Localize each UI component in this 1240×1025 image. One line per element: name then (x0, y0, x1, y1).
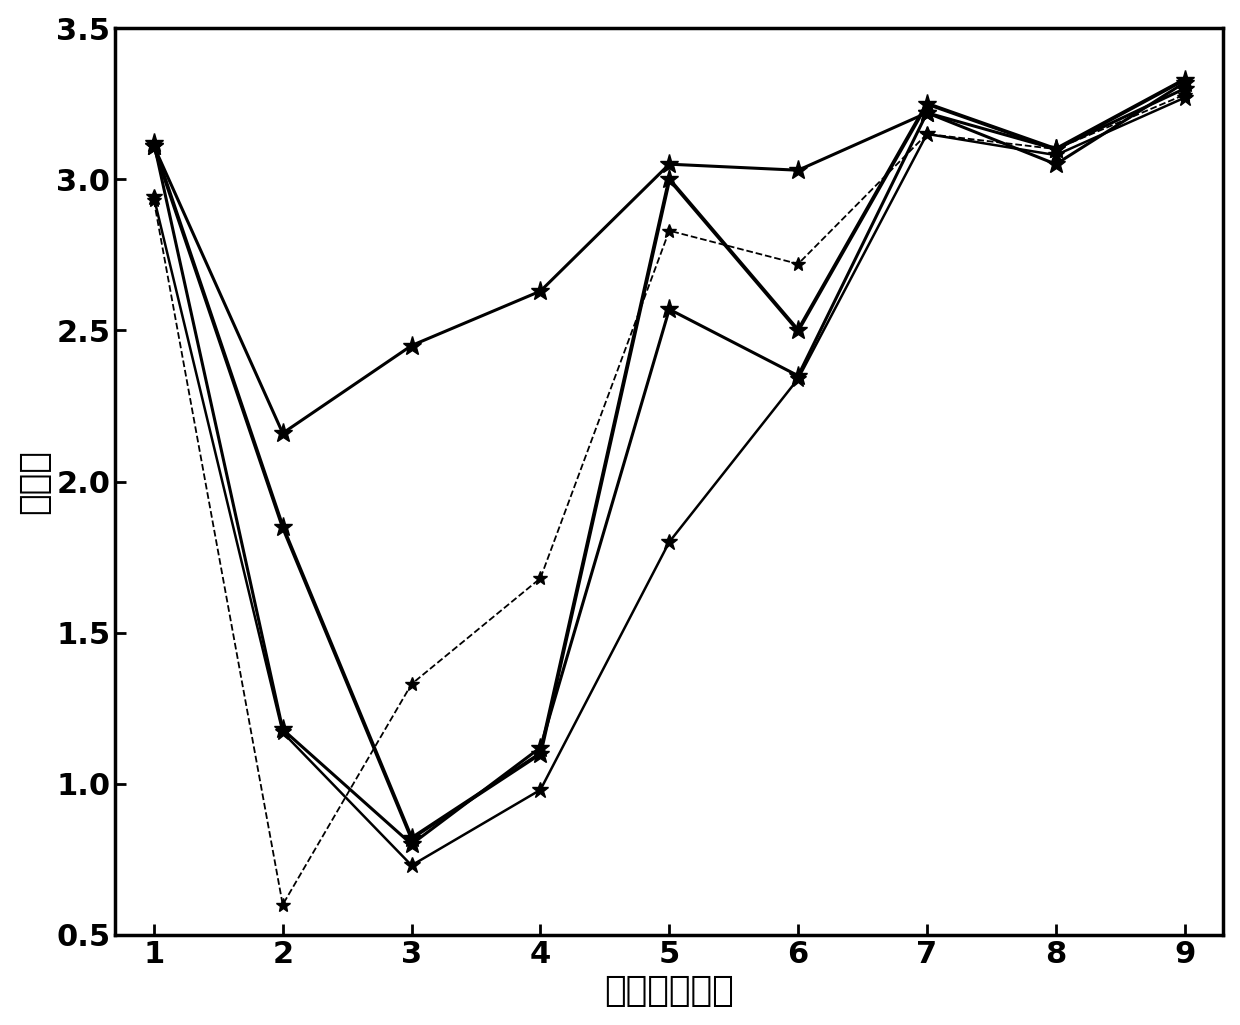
X-axis label: 模态分量层次: 模态分量层次 (604, 975, 734, 1009)
Y-axis label: 信息熵: 信息熵 (16, 449, 51, 514)
